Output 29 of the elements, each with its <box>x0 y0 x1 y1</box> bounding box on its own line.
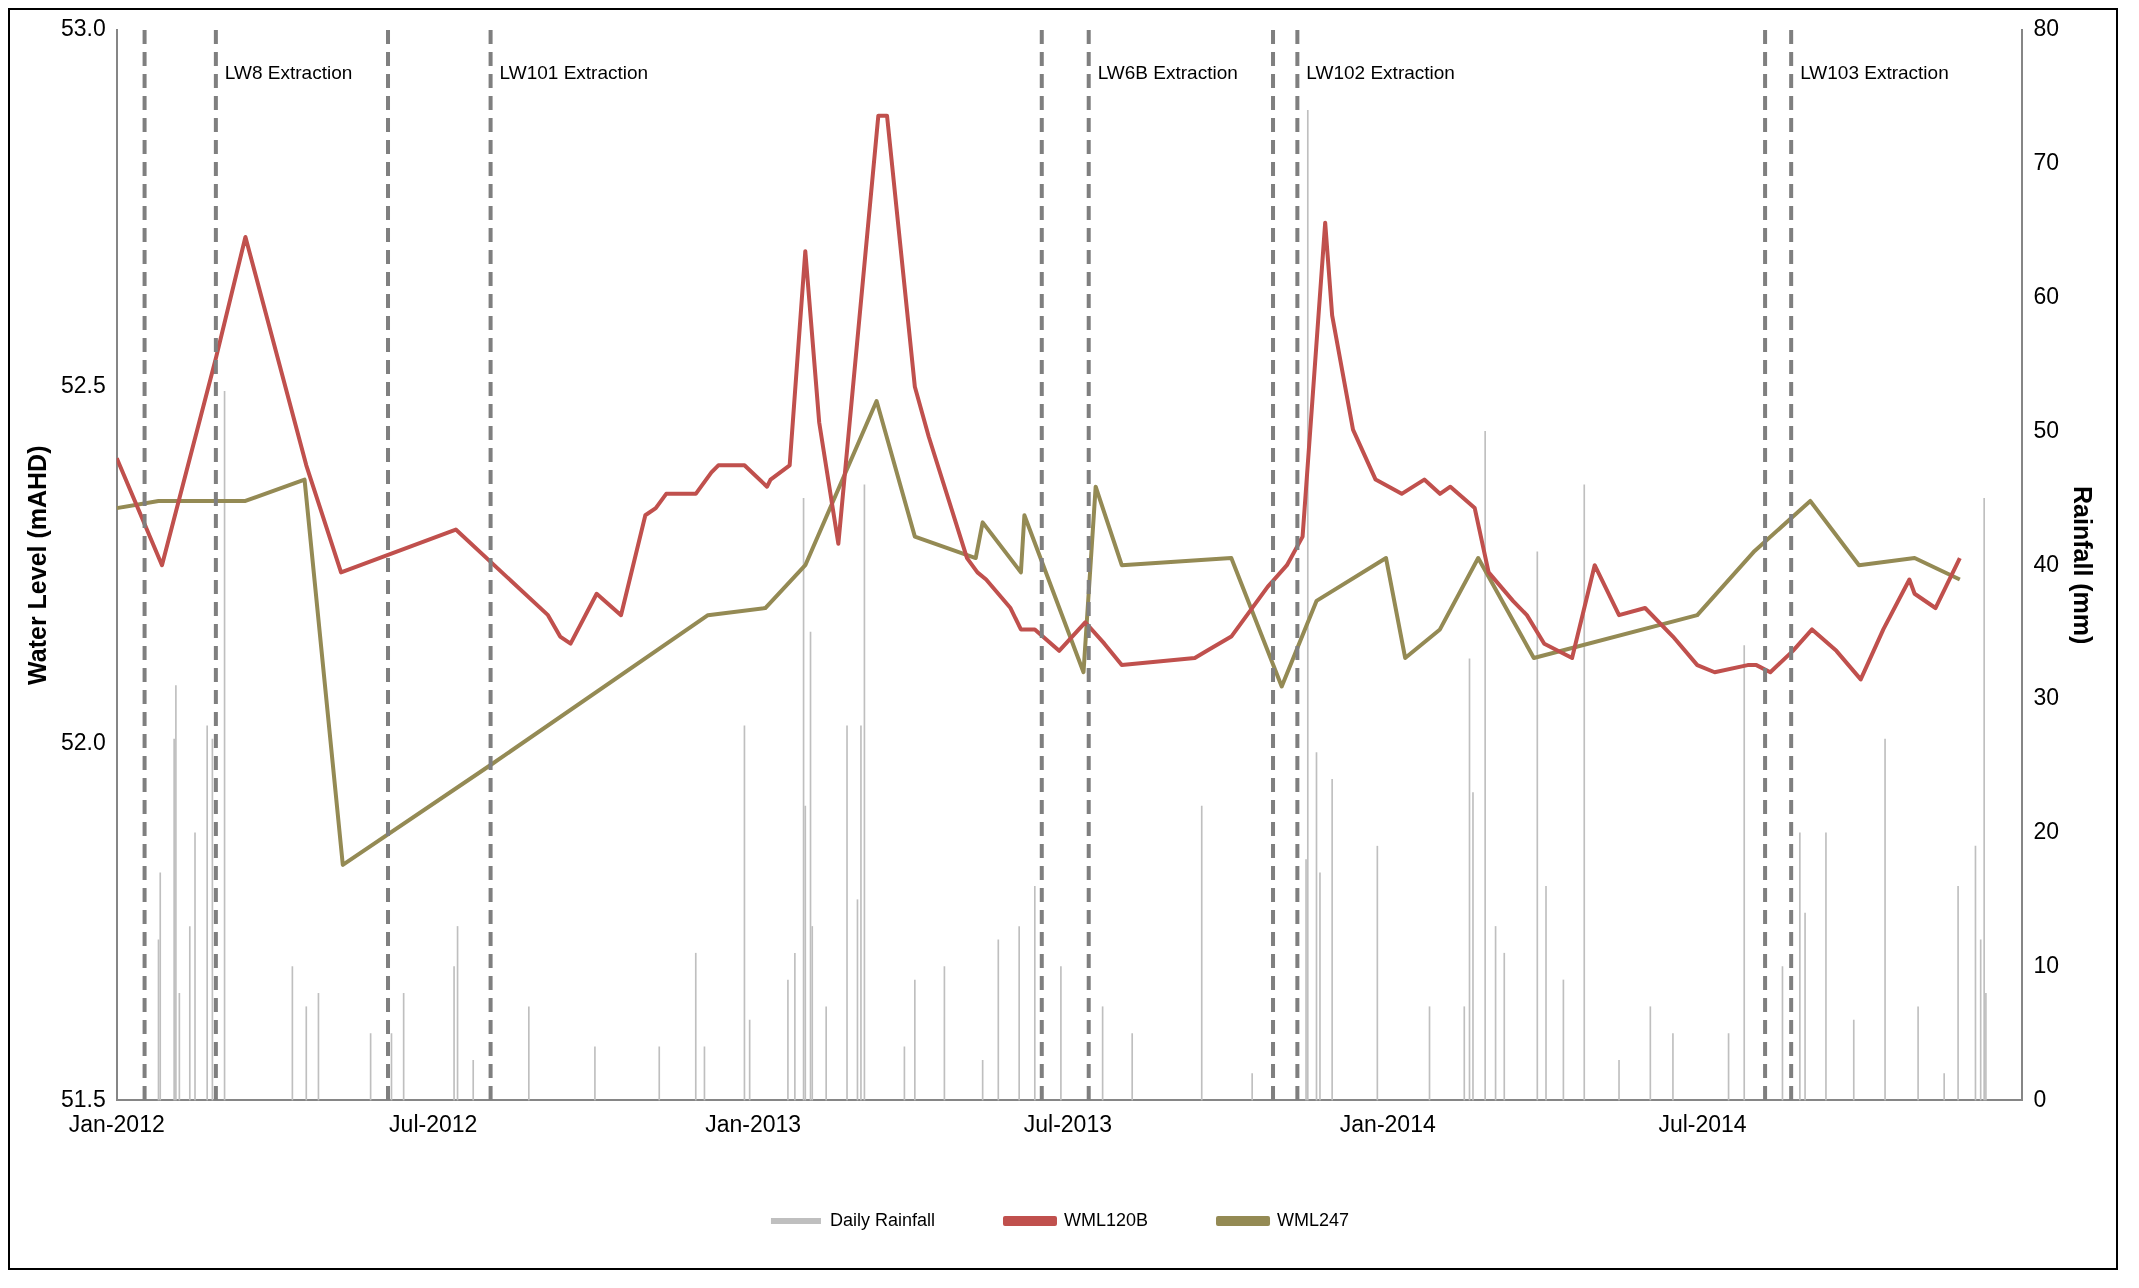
y2-tick-label: 70 <box>2033 149 2060 176</box>
y2-tick-label: 60 <box>2033 282 2060 309</box>
y-axis-title: Water Level (mAHD) <box>22 445 51 685</box>
y-tick-label: 51.5 <box>61 1085 106 1112</box>
x-tick-label: Jan-2012 <box>68 1110 165 1137</box>
ref-line-label: LW102 Extraction <box>1306 61 1455 83</box>
x-tick-label: Jan-2013 <box>705 1110 802 1137</box>
x-tick-label: Jul-2012 <box>389 1110 478 1137</box>
y2-tick-label: 50 <box>2033 416 2060 443</box>
y2-tick-label: 30 <box>2033 684 2060 711</box>
y2-tick-label: 0 <box>2033 1085 2047 1112</box>
x-tick-label: Jul-2014 <box>1658 1110 1747 1137</box>
legend-label: WML120B <box>1063 1209 1149 1230</box>
y-tick-label: 52.5 <box>61 372 106 399</box>
y2-tick-label: 80 <box>2033 15 2060 42</box>
x-tick-label: Jul-2013 <box>1023 1110 1112 1137</box>
ref-line-label: LW6B Extraction <box>1097 61 1238 83</box>
legend-label: WML247 <box>1277 1209 1350 1230</box>
ref-line-label: LW101 Extraction <box>499 61 649 83</box>
y2-tick-label: 40 <box>2033 550 2060 577</box>
y-tick-label: 52.0 <box>61 728 106 755</box>
x-tick-label: Jan-2014 <box>1339 1110 1436 1137</box>
y2-tick-label: 10 <box>2033 951 2060 978</box>
ref-line-label: LW103 Extraction <box>1800 61 1949 83</box>
y2-axis-title: Rainfall (mm) <box>2069 486 2098 645</box>
ref-line-label: LW8 Extraction <box>224 61 353 83</box>
legend-label: Daily Rainfall <box>829 1209 935 1230</box>
y-tick-label: 53.0 <box>61 15 106 42</box>
y2-tick-label: 20 <box>2033 818 2060 845</box>
